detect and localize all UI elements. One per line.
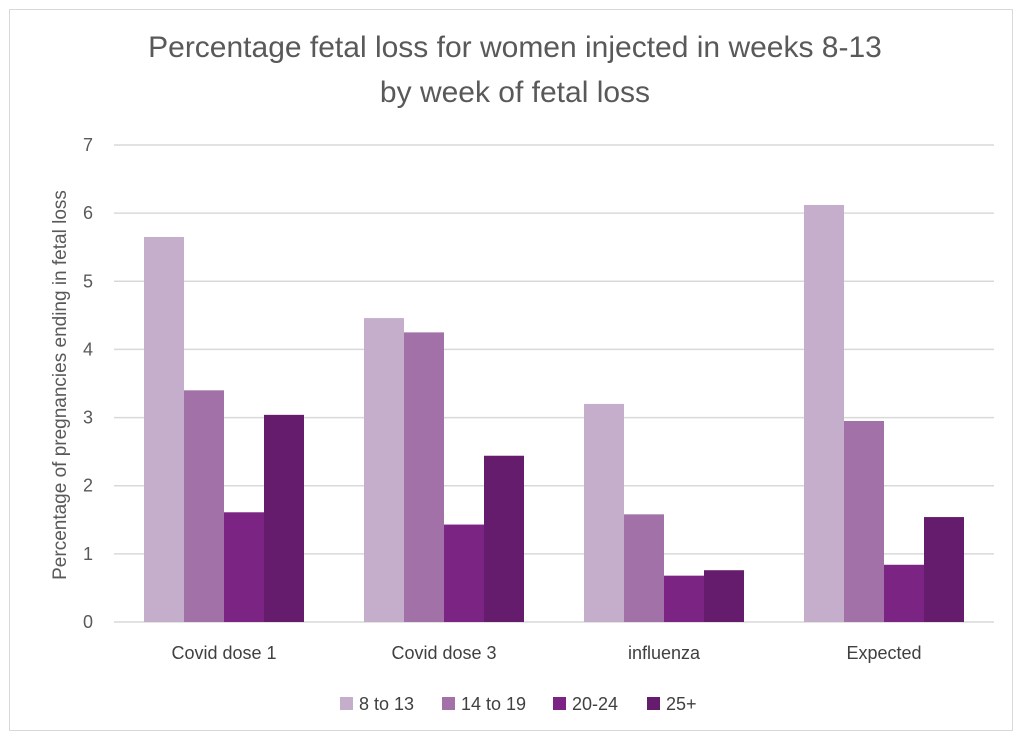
bar <box>664 575 704 622</box>
legend-swatch <box>553 697 566 710</box>
category-label: influenza <box>628 643 701 663</box>
bar <box>484 455 524 622</box>
bar <box>264 414 304 622</box>
category-label: Covid dose 1 <box>171 643 276 663</box>
bar <box>404 332 444 622</box>
legend-swatch <box>647 697 660 710</box>
bar <box>844 420 884 622</box>
y-tick-label: 4 <box>83 339 93 359</box>
category-label: Covid dose 3 <box>391 643 496 663</box>
bar <box>224 512 264 622</box>
y-tick-labels: 0 1 2 3 4 5 6 7 <box>83 135 93 632</box>
bar <box>884 564 924 622</box>
category-labels: Covid dose 1 Covid dose 3 influenza Expecte… <box>171 643 921 663</box>
bar <box>804 204 844 623</box>
y-tick-label: 3 <box>83 408 93 428</box>
bar <box>624 514 664 622</box>
chart-title-line-2: by week of fetal loss <box>380 76 650 109</box>
y-tick-label: 6 <box>83 203 93 223</box>
bar <box>144 236 184 622</box>
legend-swatch <box>340 697 353 710</box>
y-tick-label: 1 <box>83 544 93 564</box>
y-tick-label: 5 <box>83 271 93 291</box>
bar <box>444 524 484 622</box>
y-tick-label: 2 <box>83 476 93 496</box>
y-axis-title: Percentage of pregnancies ending in feta… <box>50 190 71 580</box>
y-tick-label: 0 <box>83 612 93 632</box>
legend-label: 25+ <box>666 694 697 714</box>
bar <box>924 517 964 622</box>
bars <box>144 204 964 623</box>
legend-swatch <box>442 697 455 710</box>
bar <box>184 390 224 622</box>
legend: 8 to 13 14 to 19 20-24 25+ <box>340 694 697 714</box>
category-label: Expected <box>846 643 921 663</box>
bar <box>364 318 404 622</box>
y-tick-label: 7 <box>83 135 93 155</box>
legend-label: 14 to 19 <box>461 694 526 714</box>
bar <box>704 570 744 622</box>
legend-label: 20-24 <box>572 694 618 714</box>
chart-title-line-1: Percentage fetal loss for women injected… <box>148 31 882 64</box>
bar <box>584 403 624 622</box>
legend-label: 8 to 13 <box>359 694 414 714</box>
